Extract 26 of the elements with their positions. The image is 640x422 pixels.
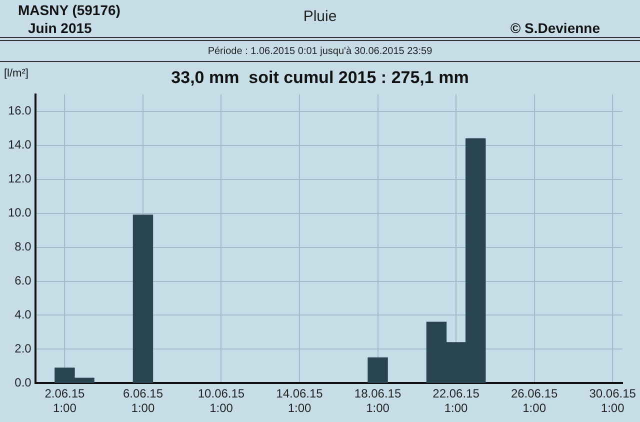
y-tick-label: 14.0	[8, 138, 32, 152]
x-tick-label: 22.06.15 1:00	[432, 386, 480, 416]
y-tick-label: 10.0	[8, 206, 32, 220]
x-tick-label: 2.06.15 1:00	[44, 386, 86, 416]
y-tick-label: 2.0	[14, 342, 32, 356]
x-tick-label: 10.06.15 1:00	[198, 386, 245, 416]
y-tick-label: 4.0	[14, 308, 32, 322]
text: MASNY (59176)	[18, 2, 120, 18]
y-tick-label: 6.0	[14, 274, 32, 288]
x-tick-label: 14.06.15 1:00	[276, 386, 324, 416]
y-tick-label: 16.0	[8, 104, 32, 118]
chart-title: Pluie	[303, 8, 337, 25]
text: Juin 2015	[28, 20, 92, 36]
y-tick-label: 0.0	[14, 376, 32, 390]
text: Période : 1.06.2015 0:01 jusqu'à 30.06.2015 23:59	[206, 46, 434, 57]
y-tick-label: 8.0	[14, 240, 32, 254]
chart-subtitle: 33,0 mm soit cumul 2015 : 275,1 mm	[171, 68, 469, 87]
x-tick-label: 30.06.15 1:00	[589, 386, 636, 416]
text: © S.Devienne	[510, 20, 600, 36]
y-tick-label: 12.0	[8, 172, 32, 186]
x-tick-label: 18.06.15 1:00	[354, 386, 402, 416]
x-tick-label: 26.06.15 1:00	[510, 386, 558, 416]
x-tick-label: 6.06.15 1:00	[122, 386, 164, 416]
bar	[132, 214, 154, 384]
bar	[368, 357, 388, 384]
y-axis-title: [l/m²]	[4, 68, 28, 80]
